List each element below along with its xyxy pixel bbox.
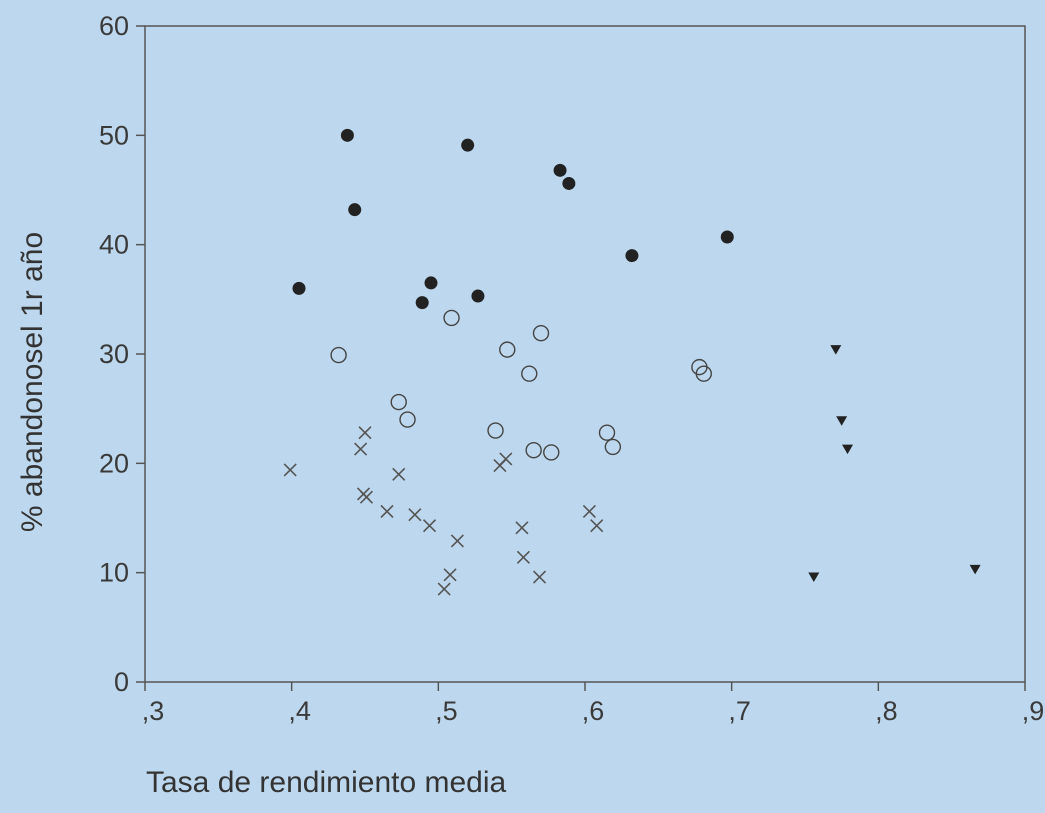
data-point <box>461 138 475 152</box>
data-point <box>408 508 422 522</box>
data-point <box>842 444 854 455</box>
data-point <box>521 365 538 382</box>
y-tick-label: 30 <box>99 339 129 369</box>
data-point <box>836 416 848 426</box>
data-point <box>516 550 530 564</box>
y-tick-label: 0 <box>114 667 129 697</box>
data-point <box>499 452 513 466</box>
data-point <box>532 325 550 342</box>
data-point <box>695 365 712 382</box>
data-point <box>380 504 394 519</box>
series-3-points <box>283 426 604 596</box>
series-1-points <box>292 128 734 310</box>
data-point <box>525 442 542 459</box>
data-point <box>354 442 368 456</box>
data-point <box>437 582 451 596</box>
data-point <box>553 163 567 177</box>
data-point <box>422 519 437 533</box>
data-point <box>471 289 485 303</box>
data-point <box>424 276 438 290</box>
y-tick-label: 60 <box>99 11 129 41</box>
data-point <box>283 463 297 477</box>
data-point <box>292 281 306 295</box>
data-point <box>808 572 820 583</box>
data-point <box>443 568 457 582</box>
plot-area <box>144 25 1026 683</box>
data-point <box>830 345 842 355</box>
data-point <box>532 570 547 584</box>
data-point <box>499 341 516 358</box>
data-point <box>515 521 529 535</box>
data-point <box>358 426 372 440</box>
series-2-points <box>330 309 712 461</box>
y-tick-label: 20 <box>99 448 129 478</box>
data-point <box>392 467 406 481</box>
series-4-points <box>808 345 981 583</box>
x-tick-label: ,6 <box>582 696 605 726</box>
y-tick-label: 50 <box>99 120 129 150</box>
data-point <box>598 424 616 441</box>
data-point <box>969 564 981 575</box>
data-point <box>625 249 639 263</box>
x-tick-label: ,4 <box>288 696 311 726</box>
x-tick-label: ,8 <box>875 696 898 726</box>
data-point <box>604 438 622 456</box>
data-point <box>390 393 407 411</box>
data-point <box>590 519 604 533</box>
data-point <box>399 411 416 428</box>
data-point <box>348 203 362 217</box>
data-point <box>359 490 374 504</box>
plot-frame <box>144 25 1026 683</box>
data-point <box>443 309 460 327</box>
data-point <box>340 128 354 142</box>
y-axis: 0 10 20 30 40 50 60 <box>99 11 145 697</box>
x-tick-label: ,7 <box>728 696 751 726</box>
data-point <box>582 504 596 519</box>
x-tick-label: ,3 <box>142 696 165 726</box>
y-axis-title: % abandonosel 1r año <box>16 232 49 532</box>
data-point <box>543 444 560 461</box>
data-points <box>283 128 981 596</box>
data-point <box>487 422 504 439</box>
data-point <box>720 230 734 244</box>
x-tick-label: ,5 <box>435 696 458 726</box>
data-point <box>562 176 576 190</box>
data-point <box>450 534 464 548</box>
data-point <box>415 296 429 310</box>
x-tick-label: ,9 <box>1022 696 1045 726</box>
data-point <box>330 346 347 364</box>
x-axis-title: Tasa de rendimiento media <box>146 766 507 799</box>
x-axis: ,3 ,4 ,5 ,6 ,7 ,8 ,9 <box>142 682 1045 726</box>
y-tick-label: 40 <box>99 230 129 260</box>
y-tick-label: 10 <box>99 558 129 588</box>
